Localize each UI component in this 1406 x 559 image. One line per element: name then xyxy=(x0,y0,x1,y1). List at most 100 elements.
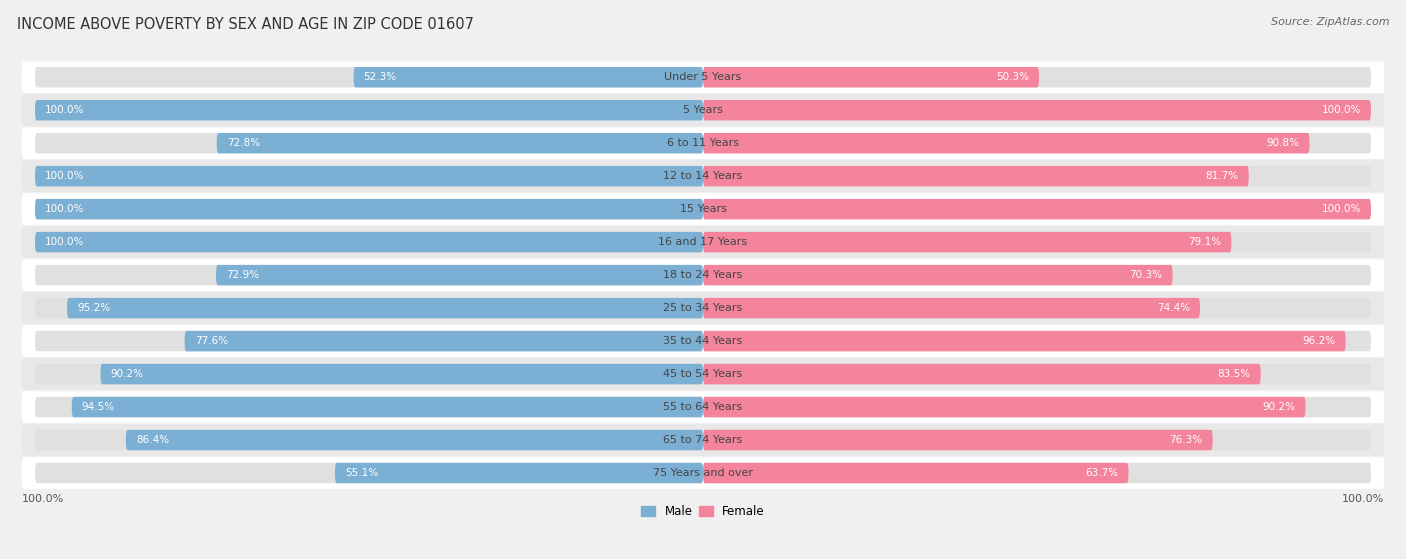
Text: Under 5 Years: Under 5 Years xyxy=(665,72,741,82)
FancyBboxPatch shape xyxy=(703,430,1212,451)
Text: 72.9%: 72.9% xyxy=(226,270,259,280)
FancyBboxPatch shape xyxy=(21,391,1385,423)
Text: 76.3%: 76.3% xyxy=(1170,435,1202,445)
FancyBboxPatch shape xyxy=(703,100,1371,120)
Text: 96.2%: 96.2% xyxy=(1302,336,1336,346)
Text: 94.5%: 94.5% xyxy=(82,402,115,412)
Text: 15 Years: 15 Years xyxy=(679,204,727,214)
Text: 83.5%: 83.5% xyxy=(1218,369,1251,379)
Text: 5 Years: 5 Years xyxy=(683,105,723,115)
FancyBboxPatch shape xyxy=(703,265,1371,285)
FancyBboxPatch shape xyxy=(217,265,703,285)
Text: 81.7%: 81.7% xyxy=(1205,171,1239,181)
FancyBboxPatch shape xyxy=(703,199,1371,219)
Text: 74.4%: 74.4% xyxy=(1157,303,1189,313)
FancyBboxPatch shape xyxy=(35,133,703,153)
FancyBboxPatch shape xyxy=(35,430,703,451)
Text: 16 and 17 Years: 16 and 17 Years xyxy=(658,237,748,247)
Text: 100.0%: 100.0% xyxy=(21,494,63,504)
FancyBboxPatch shape xyxy=(703,397,1306,417)
Text: 72.8%: 72.8% xyxy=(226,138,260,148)
FancyBboxPatch shape xyxy=(35,100,703,120)
FancyBboxPatch shape xyxy=(21,325,1385,357)
Text: 77.6%: 77.6% xyxy=(194,336,228,346)
FancyBboxPatch shape xyxy=(35,331,703,351)
FancyBboxPatch shape xyxy=(35,364,703,384)
FancyBboxPatch shape xyxy=(703,100,1371,120)
FancyBboxPatch shape xyxy=(703,463,1129,484)
FancyBboxPatch shape xyxy=(35,199,703,219)
FancyBboxPatch shape xyxy=(72,397,703,417)
FancyBboxPatch shape xyxy=(184,331,703,351)
FancyBboxPatch shape xyxy=(35,265,703,285)
Text: 95.2%: 95.2% xyxy=(77,303,110,313)
FancyBboxPatch shape xyxy=(703,166,1371,186)
FancyBboxPatch shape xyxy=(703,67,1039,87)
FancyBboxPatch shape xyxy=(703,430,1371,451)
FancyBboxPatch shape xyxy=(21,61,1385,93)
FancyBboxPatch shape xyxy=(127,430,703,451)
Text: Source: ZipAtlas.com: Source: ZipAtlas.com xyxy=(1271,17,1389,27)
Text: 63.7%: 63.7% xyxy=(1085,468,1118,478)
FancyBboxPatch shape xyxy=(703,133,1371,153)
Text: 45 to 54 Years: 45 to 54 Years xyxy=(664,369,742,379)
FancyBboxPatch shape xyxy=(703,364,1371,384)
FancyBboxPatch shape xyxy=(21,193,1385,225)
FancyBboxPatch shape xyxy=(35,166,703,186)
FancyBboxPatch shape xyxy=(703,232,1232,252)
Text: 100.0%: 100.0% xyxy=(1343,494,1385,504)
FancyBboxPatch shape xyxy=(35,397,703,417)
FancyBboxPatch shape xyxy=(703,364,1261,384)
FancyBboxPatch shape xyxy=(703,67,1371,87)
FancyBboxPatch shape xyxy=(100,364,703,384)
FancyBboxPatch shape xyxy=(21,424,1385,456)
FancyBboxPatch shape xyxy=(21,292,1385,324)
FancyBboxPatch shape xyxy=(35,232,703,252)
FancyBboxPatch shape xyxy=(703,331,1371,351)
FancyBboxPatch shape xyxy=(354,67,703,87)
FancyBboxPatch shape xyxy=(703,331,1346,351)
Text: 55.1%: 55.1% xyxy=(344,468,378,478)
Text: 90.8%: 90.8% xyxy=(1267,138,1299,148)
Text: 100.0%: 100.0% xyxy=(45,171,84,181)
Text: 18 to 24 Years: 18 to 24 Years xyxy=(664,270,742,280)
FancyBboxPatch shape xyxy=(703,133,1309,153)
FancyBboxPatch shape xyxy=(21,127,1385,159)
FancyBboxPatch shape xyxy=(703,232,1371,252)
Text: 55 to 64 Years: 55 to 64 Years xyxy=(664,402,742,412)
Text: 90.2%: 90.2% xyxy=(1263,402,1295,412)
FancyBboxPatch shape xyxy=(35,298,703,318)
FancyBboxPatch shape xyxy=(703,265,1173,285)
FancyBboxPatch shape xyxy=(35,199,703,219)
FancyBboxPatch shape xyxy=(35,67,703,87)
Text: INCOME ABOVE POVERTY BY SEX AND AGE IN ZIP CODE 01607: INCOME ABOVE POVERTY BY SEX AND AGE IN Z… xyxy=(17,17,474,32)
Text: 86.4%: 86.4% xyxy=(136,435,169,445)
Text: 6 to 11 Years: 6 to 11 Years xyxy=(666,138,740,148)
FancyBboxPatch shape xyxy=(217,133,703,153)
FancyBboxPatch shape xyxy=(703,199,1371,219)
Text: 65 to 74 Years: 65 to 74 Years xyxy=(664,435,742,445)
FancyBboxPatch shape xyxy=(703,463,1371,484)
Text: 100.0%: 100.0% xyxy=(1322,204,1361,214)
FancyBboxPatch shape xyxy=(703,397,1371,417)
Text: 100.0%: 100.0% xyxy=(1322,105,1361,115)
FancyBboxPatch shape xyxy=(35,166,703,186)
FancyBboxPatch shape xyxy=(35,232,703,252)
Text: 52.3%: 52.3% xyxy=(364,72,396,82)
Text: 100.0%: 100.0% xyxy=(45,105,84,115)
FancyBboxPatch shape xyxy=(21,358,1385,390)
Text: 100.0%: 100.0% xyxy=(45,204,84,214)
FancyBboxPatch shape xyxy=(35,463,703,484)
FancyBboxPatch shape xyxy=(35,100,703,120)
Text: 79.1%: 79.1% xyxy=(1188,237,1222,247)
Text: 90.2%: 90.2% xyxy=(111,369,143,379)
FancyBboxPatch shape xyxy=(21,94,1385,126)
Text: 25 to 34 Years: 25 to 34 Years xyxy=(664,303,742,313)
FancyBboxPatch shape xyxy=(21,226,1385,258)
FancyBboxPatch shape xyxy=(21,457,1385,489)
FancyBboxPatch shape xyxy=(335,463,703,484)
FancyBboxPatch shape xyxy=(703,166,1249,186)
Text: 35 to 44 Years: 35 to 44 Years xyxy=(664,336,742,346)
FancyBboxPatch shape xyxy=(21,259,1385,291)
FancyBboxPatch shape xyxy=(67,298,703,318)
